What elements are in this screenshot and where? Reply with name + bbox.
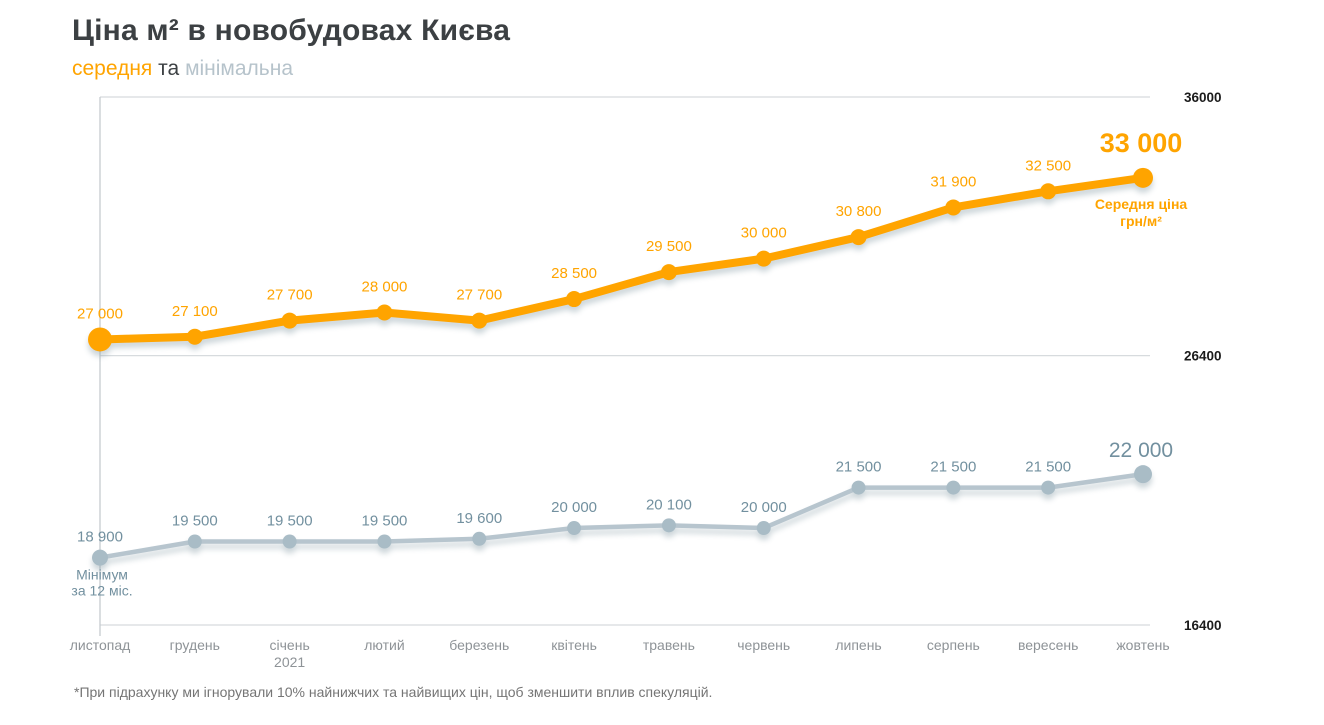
x-axis-label: лютий: [364, 637, 404, 653]
x-axis-label: квітень: [551, 637, 597, 653]
y-tick-label: 26400: [1184, 349, 1222, 364]
average-point: [471, 312, 488, 329]
average-point: [1133, 167, 1153, 188]
minimum-point-label: 19 600: [456, 510, 502, 527]
average-point: [850, 229, 867, 246]
minimum-point: [1041, 480, 1056, 495]
minimum-point: [92, 549, 108, 566]
minimum-point: [567, 521, 582, 536]
minimum-series-label: за 12 міс.: [71, 583, 132, 599]
minimum-end-label: 22 000: [1109, 439, 1173, 462]
average-point: [566, 291, 583, 308]
average-point-label: 27 100: [172, 303, 218, 320]
average-point-label: 27 700: [456, 287, 502, 304]
minimum-point-label: 18 900: [77, 529, 123, 546]
minimum-point: [661, 518, 676, 533]
chart-subtitle: середня та мінімальна: [72, 57, 293, 81]
x-axis-sublabel: 2021: [274, 654, 305, 670]
x-axis-label: грудень: [170, 637, 220, 653]
minimum-point: [756, 521, 771, 536]
minimum-point-label: 19 500: [172, 512, 218, 529]
minimum-series-label: Мінімум: [76, 567, 128, 583]
minimum-point: [472, 531, 487, 546]
average-point-label: 28 000: [362, 279, 408, 296]
x-axis-label: липень: [835, 637, 881, 653]
average-series-label: грн/м²: [1120, 213, 1162, 229]
minimum-point: [282, 534, 297, 549]
average-end-label: 33 000: [1100, 128, 1183, 158]
x-axis-label: вересень: [1018, 637, 1078, 653]
minimum-series: [92, 465, 1152, 566]
x-axis-label: жовтень: [1116, 637, 1169, 653]
subtitle-connector-word: та: [158, 57, 180, 80]
average-point: [945, 199, 962, 216]
x-axis-label: червень: [737, 637, 790, 653]
average-point: [376, 304, 393, 321]
average-point: [88, 327, 112, 352]
average-point: [660, 264, 677, 281]
minimum-point: [1134, 465, 1152, 484]
average-point-label: 29 500: [646, 238, 692, 255]
average-line: [99, 173, 1144, 344]
average-point-label: 27 000: [77, 305, 123, 322]
minimum-point: [187, 534, 202, 549]
minimum-point-label: 20 100: [646, 496, 692, 513]
minimum-line: [99, 471, 1144, 560]
subtitle-average-word: середня: [72, 57, 153, 80]
chart-title: Ціна м² в новобудовах Києва: [72, 14, 511, 47]
x-axis-label: серпень: [927, 637, 980, 653]
minimum-point-label: 19 500: [267, 512, 313, 529]
minimum-point-label: 21 500: [836, 459, 882, 476]
minimum-point-label: 21 500: [1025, 459, 1071, 476]
average-point: [1040, 183, 1057, 200]
minimum-point-label: 20 000: [551, 499, 597, 516]
average-point: [755, 250, 772, 267]
minimum-point: [377, 534, 392, 549]
average-point-label: 28 500: [551, 265, 597, 282]
x-axis-label: березень: [449, 637, 509, 653]
minimum-point-label: 20 000: [741, 499, 787, 516]
y-tick-label: 36000: [1184, 90, 1222, 105]
average-series-label: Середня ціна: [1095, 196, 1188, 212]
minimum-point: [946, 480, 961, 495]
footnote: *При підрахунку ми ігнорували 10% найниж…: [74, 684, 713, 700]
x-axis-label: травень: [643, 637, 695, 653]
x-axis-label: листопад: [70, 637, 131, 653]
average-point-label: 30 800: [836, 203, 882, 220]
y-tick-label: 16400: [1184, 618, 1222, 633]
average-point-label: 31 900: [930, 173, 976, 190]
average-series: [88, 167, 1153, 352]
average-point: [281, 312, 298, 329]
minimum-point-label: 21 500: [930, 459, 976, 476]
subtitle-minimum-word: мінімальна: [185, 57, 294, 80]
x-axis-label: січень: [270, 637, 310, 653]
average-point-label: 27 700: [267, 287, 313, 304]
average-point: [186, 328, 203, 345]
average-point-label: 30 000: [741, 225, 787, 242]
minimum-point-label: 19 500: [362, 512, 408, 529]
minimum-point: [851, 480, 866, 495]
average-point-label: 32 500: [1025, 157, 1071, 174]
